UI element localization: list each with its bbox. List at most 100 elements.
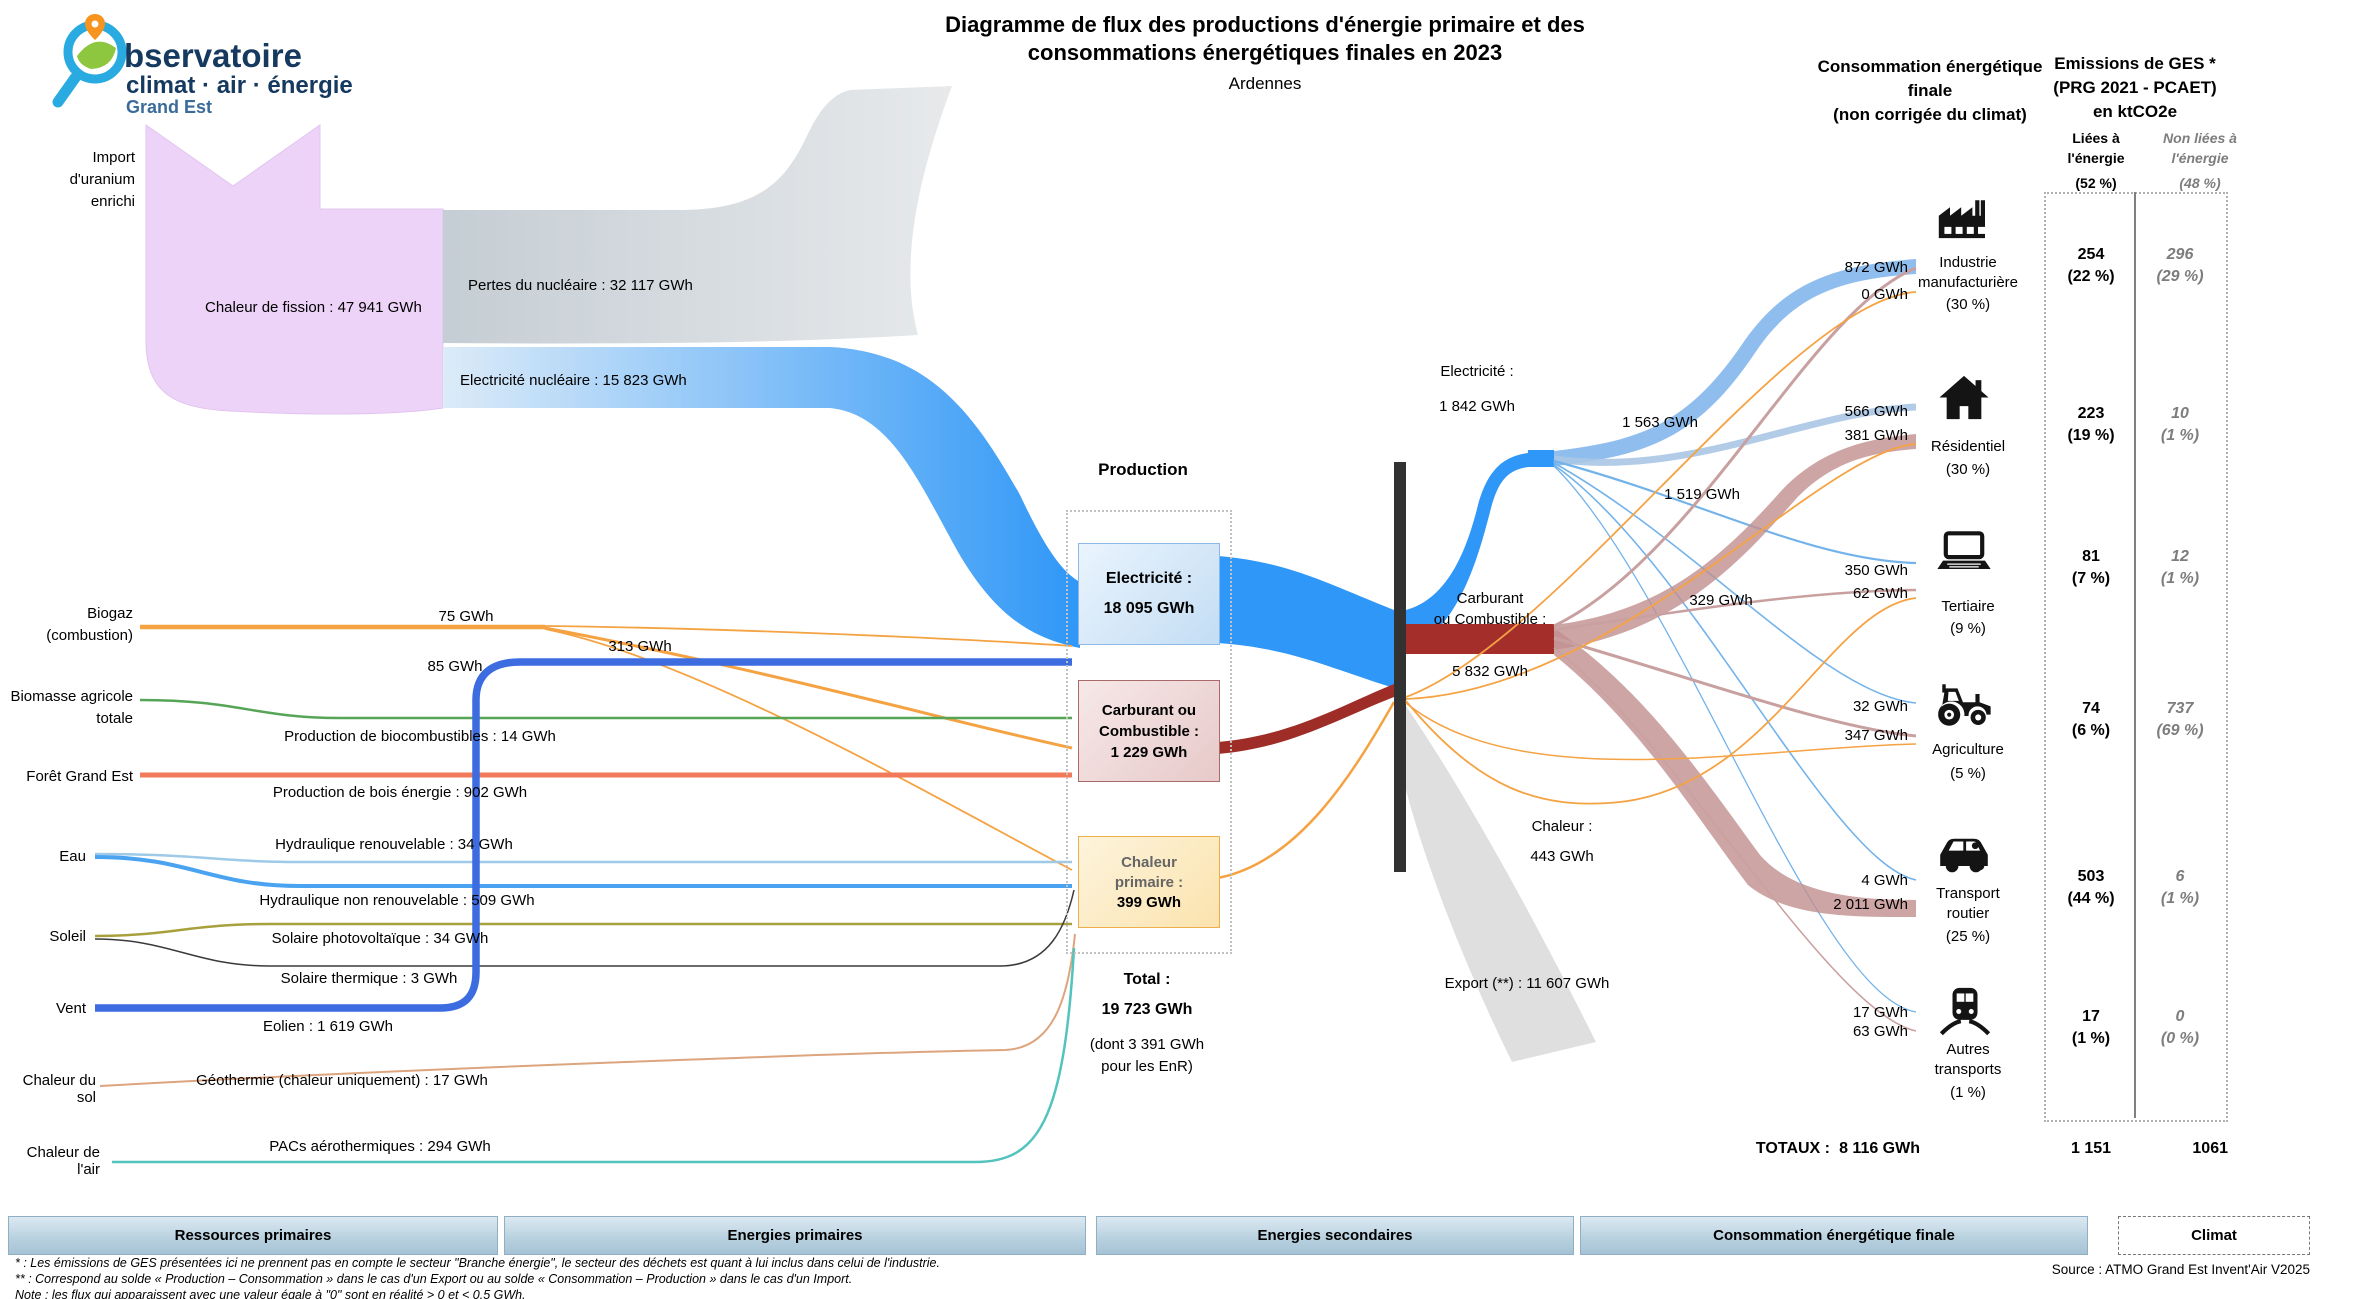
production-title: Production	[1098, 460, 1188, 479]
ges-col-non-liees: Non liées à l'énergie (48 %)	[2163, 130, 2237, 191]
secondary-heat-label: Chaleur :	[1531, 818, 1593, 835]
sector-value-bottom: 381 GWh	[1844, 427, 1908, 444]
page-subtitle: Ardennes	[1228, 74, 1302, 93]
footnote-3: Note : les flux qui apparaissent avec un…	[15, 1288, 526, 1299]
flow-hydro-renouvelable	[94, 852, 1072, 864]
source-credit: Source : ATMO Grand Est Invent'Air V2025	[2051, 1262, 2310, 1277]
logo-text-grand-est: Grand Est	[126, 97, 212, 117]
label-biogaz-313: 313 GWh	[608, 638, 672, 655]
node-soleil: Soleil	[49, 928, 86, 945]
house-icon	[1938, 374, 1990, 421]
totaux-ges-liees: 1 151	[2070, 1140, 2112, 1157]
label-eolien: Eolien : 1 619 GWh	[262, 1018, 394, 1035]
elec-node	[1528, 450, 1554, 467]
flow-fuel-agriculture	[1553, 636, 1917, 738]
secondary-elec-label: Electricité :	[1440, 363, 1514, 380]
production-total-enr1: (dont 3 391 GWh	[1089, 1036, 1205, 1053]
label-pertes-nucleaire: Pertes du nucléaire : 32 117 GWh	[468, 277, 693, 294]
flow-solaire-thermique	[94, 889, 1075, 967]
sector-value-top: 350 GWh	[1844, 562, 1908, 579]
label-biogaz-85: 85 GWh	[427, 658, 483, 675]
node-biomasse: Biomasse agricole totale	[10, 688, 133, 727]
car-icon	[1936, 831, 1992, 873]
ges-non-liees-tertiaire: 12 (1 %)	[2160, 548, 2200, 587]
flow-elec-transport	[1553, 464, 1917, 881]
sector-pct-residentiel: (30 %)	[1945, 461, 1991, 478]
flow-prod-heat-to-bar	[1217, 701, 1396, 880]
flow-solaire-pv	[94, 922, 1072, 938]
secondary-fuel-value: 5 832 GWh	[1452, 663, 1528, 680]
ges-non-liees-residentiel: 10 (1 %)	[2160, 405, 2200, 444]
flow-bar-to-elec-node	[1406, 453, 1528, 650]
sector-value-top: 4 GWh	[1861, 872, 1908, 889]
production-chaleur-label2: primaire :	[1114, 873, 1184, 891]
label-biocombustibles: Production de biocombustibles : 14 GWh	[284, 728, 556, 745]
flow-prod-elec-to-bar	[1218, 556, 1394, 688]
ges-non-liees-autres: 0 (0 %)	[2160, 1008, 2200, 1047]
consumption-header: Consommation énergétique finale (non corri…	[1817, 57, 2043, 124]
sector-pct-tertiaire: (9 %)	[1950, 620, 1986, 637]
production-chaleur-value: 399 GWh	[1116, 893, 1182, 911]
sector-label-industrie: Industrie manufacturière	[1917, 254, 2019, 291]
node-import-uranium: Import d'uranium enrichi	[69, 149, 135, 210]
separator-bar	[1394, 462, 1406, 872]
label-solaire-pv: Solaire photovoltaïque : 34 GWh	[271, 930, 489, 947]
flow-biogaz-75	[544, 625, 1073, 647]
flow-pacs	[112, 947, 1076, 1164]
factory-icon	[1936, 196, 1992, 241]
production-electricite-value: 18 095 GWh	[1103, 600, 1195, 617]
sector-value-bottom: 0 GWh	[1861, 286, 1908, 303]
ges-liees-residentiel: 223 (19 %)	[2067, 405, 2115, 444]
sector-values-tertiaire: 350 GWh 62 GWh	[1788, 562, 1908, 602]
pin-dot	[91, 20, 99, 28]
sector-value-bottom: 62 GWh	[1852, 585, 1908, 602]
flow-elec-agriculture	[1553, 462, 1917, 704]
flow-geothermie	[99, 933, 1076, 1087]
legend-climat: Climat	[2118, 1216, 2310, 1255]
ges-liees-transport: 503 (44 %)	[2067, 868, 2115, 907]
secondary-elec-value: 1 842 GWh	[1439, 398, 1515, 415]
label-1519: 1 519 GWh	[1664, 486, 1740, 503]
label-hydro-renouvelable: Hydraulique renouvelable : 34 GWh	[275, 836, 513, 853]
label-chaleur-fission: Chaleur de fission : 47 941 GWh	[205, 299, 422, 316]
ges-header: Emissions de GES * (PRG 2021 - PCAET) en k…	[2053, 54, 2217, 121]
magnifier-handle-icon	[52, 72, 81, 108]
logo-text-climat-air-energie: climat · air · énergie	[126, 72, 353, 99]
flow-biogaz-313	[544, 626, 1073, 750]
ges-liees-agriculture: 74 (6 %)	[2071, 700, 2111, 739]
flow-elec-autres	[1553, 465, 1917, 1013]
ges-liees-autres: 17 (1 %)	[2071, 1008, 2111, 1047]
flow-fuel-transport	[1554, 628, 1916, 918]
sector-pct-industrie: (30 %)	[1945, 296, 1991, 313]
flow-pertes-nucleaire	[443, 86, 952, 344]
node-eau: Eau	[59, 848, 86, 865]
production-chaleur-label1: Chaleur	[1121, 853, 1177, 871]
sector-values-industrie: 872 GWh 0 GWh	[1788, 257, 1908, 306]
label-pacs: PACs aérothermiques : 294 GWh	[269, 1138, 491, 1155]
ges-table-divider	[2134, 192, 2136, 1118]
sector-label-residentiel: Résidentiel	[1930, 438, 2006, 455]
sector-value-bottom: 63 GWh	[1852, 1023, 1908, 1040]
sector-values-transport: 4 GWh 2 011 GWh	[1788, 872, 1908, 913]
train-icon	[1940, 986, 1990, 1037]
flow-fuel-tertiaire	[1553, 588, 1917, 632]
label-electricite-nucleaire: Electricité nucléaire : 15 823 GWh	[460, 372, 687, 389]
footnote-2: ** : Correspond au solde « Production – …	[15, 1272, 853, 1286]
totaux-energy-value: 8 116 GWh	[1839, 1140, 1920, 1157]
node-biogaz: Biogaz (combustion)	[46, 605, 133, 644]
production-total-value: 19 723 GWh	[1101, 1001, 1193, 1018]
ges-non-liees-transport: 6 (1 %)	[2160, 868, 2200, 907]
secondary-fuel-label2: ou Combustible :	[1433, 611, 1547, 628]
legend-ressources-primaires: Ressources primaires	[8, 1216, 498, 1255]
flow-biocombustibles	[139, 698, 1072, 720]
production-carburant-value: 1 229 GWh	[1110, 743, 1188, 761]
laptop-icon	[1936, 531, 1992, 572]
sector-label-transport: Transport routier	[1936, 885, 2000, 922]
node-foret: Forêt Grand Est	[26, 768, 133, 785]
page-title-line1: Diagramme de flux des productions d'éner…	[945, 12, 1585, 37]
fuel-node	[1406, 624, 1554, 654]
ges-liees-tertiaire: 81 (7 %)	[2071, 548, 2111, 587]
production-total-enr2: pour les EnR)	[1101, 1058, 1193, 1075]
